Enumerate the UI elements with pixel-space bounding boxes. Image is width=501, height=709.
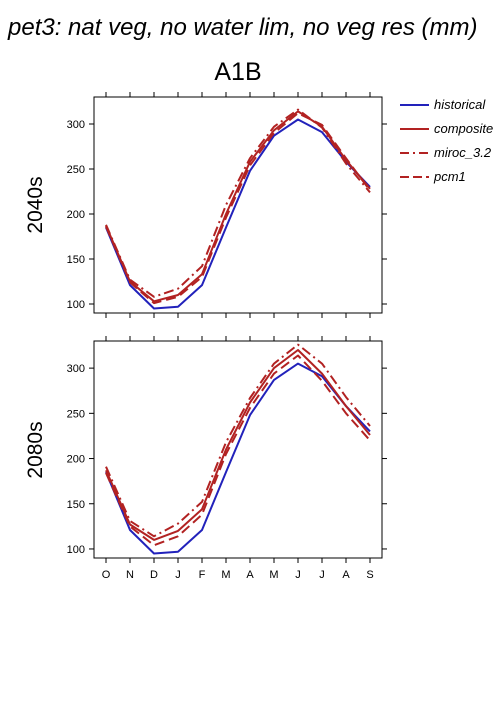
series-line-pcm1 <box>105 354 371 547</box>
y-tick-label: 250 <box>67 408 85 420</box>
y-tick-label: 300 <box>67 363 85 375</box>
panel-2040s: 100 150 200 250 300 2040s <box>24 92 387 318</box>
series-line-composite <box>105 110 371 303</box>
y-tick-label: 100 <box>67 299 85 311</box>
x-tick-label: N <box>126 569 134 581</box>
y-tick-label: 250 <box>67 164 85 176</box>
legend-label-miroc_3.2: miroc_3.2 <box>434 145 492 160</box>
x-tick-label: A <box>342 569 350 581</box>
series-line-composite <box>105 349 371 541</box>
y-tick-label: 150 <box>67 499 85 511</box>
y-tick-label: 200 <box>67 209 85 221</box>
series-line-miroc_3.2 <box>105 343 371 538</box>
plot-frame <box>93 340 383 559</box>
y-axis-label: 2080s <box>24 421 47 478</box>
plot-frame <box>93 96 383 314</box>
legend-label-historical: historical <box>434 97 486 112</box>
legend-label-pcm1: pcm1 <box>433 169 466 184</box>
x-tick-label: O <box>102 569 111 581</box>
x-tick-label: J <box>295 569 301 581</box>
x-tick-label: J <box>175 569 181 581</box>
series-line-historical <box>105 362 371 555</box>
x-tick-label: A <box>246 569 254 581</box>
y-tick-label: 300 <box>67 119 85 131</box>
scenario-title: A1B <box>214 58 261 86</box>
legend-label-composite: composite <box>434 121 493 136</box>
x-tick-label: J <box>319 569 325 581</box>
y-tick-label: 200 <box>67 454 85 466</box>
x-tick-label: M <box>269 569 278 581</box>
x-tick-label: M <box>221 569 230 581</box>
panel-2080s: 100 150 200 250 300 O N D J F M A M J J A S 2080s <box>24 336 387 581</box>
figure-title: pet3: nat veg, no water lim, no veg res … <box>7 14 478 41</box>
x-tick-label: S <box>366 569 373 581</box>
series-line-miroc_3.2 <box>105 108 371 298</box>
x-tick-label: F <box>199 569 206 581</box>
y-tick-label: 100 <box>67 544 85 556</box>
series-line-historical <box>105 118 371 310</box>
series-line-pcm1 <box>105 112 371 305</box>
y-tick-label: 150 <box>67 254 85 266</box>
y-axis-label: 2040s <box>24 176 47 233</box>
x-tick-label: D <box>150 569 158 581</box>
legend: historical composite miroc_3.2 pcm1 <box>400 97 493 184</box>
